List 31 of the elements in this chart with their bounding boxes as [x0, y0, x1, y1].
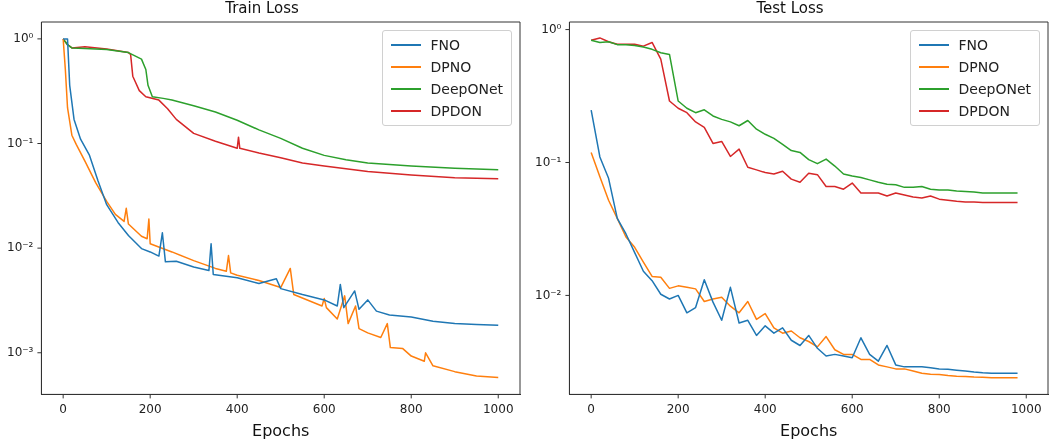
x-tick-label: 400: [225, 401, 249, 416]
y-tick-label: 10⁰: [13, 31, 34, 46]
x-axis-title: Epochs: [780, 420, 838, 440]
legend-label: DPNO: [958, 59, 1000, 75]
y-tick-label: 10⁻²: [534, 287, 562, 302]
x-tick-label: 400: [753, 401, 777, 416]
y-tick-label: 10⁰: [541, 21, 562, 36]
legend-label: FNO: [430, 37, 461, 53]
legend-label: DPDON: [430, 103, 482, 119]
legend-label: FNO: [958, 37, 989, 53]
x-tick-label: 1000: [482, 401, 514, 416]
x-tick-label: 0: [59, 401, 67, 416]
x-tick-label: 800: [399, 401, 423, 416]
y-tick-label: 10⁻²: [6, 240, 34, 255]
x-tick-label: 600: [312, 401, 336, 416]
x-tick-label: 200: [138, 401, 162, 416]
legend-label: DPDON: [958, 103, 1010, 119]
x-tick-label: 600: [840, 401, 864, 416]
x-axis-title: Epochs: [252, 420, 310, 440]
legend-label: DPNO: [430, 59, 472, 75]
x-tick-label: 200: [666, 401, 690, 416]
chart-title: Test Loss: [755, 0, 824, 17]
legend-label: DeepONet: [430, 81, 503, 97]
y-tick-label: 10⁻¹: [6, 135, 34, 150]
x-tick-label: 1000: [1010, 401, 1042, 416]
y-tick-label: 10⁻¹: [534, 154, 562, 169]
x-tick-label: 0: [587, 401, 595, 416]
x-tick-label: 800: [927, 401, 951, 416]
y-tick-label: 10⁻³: [6, 344, 34, 359]
legend-label: DeepONet: [958, 81, 1031, 97]
chart-title: Train Loss: [224, 0, 300, 17]
